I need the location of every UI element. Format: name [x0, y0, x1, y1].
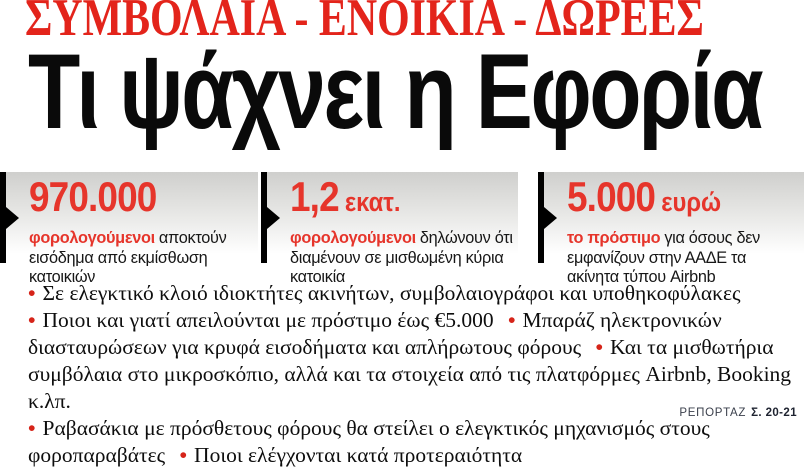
stat-number-value: 1,2	[290, 173, 340, 220]
stat-panel-airbnb-fine: 5.000 ευρώ το πρόστιμο για όσους δεν εμφαν…	[538, 172, 804, 286]
stat-content: 970.000 φορολογούμενοι αποκτούν εισόδημα …	[29, 176, 256, 288]
deck-paragraph: • Σε ελεγκτικό κλοιό ιδιοκτήτες ακινήτων,…	[28, 280, 798, 307]
stat-number: 970.000	[29, 176, 229, 226]
bullet-icon: •	[28, 308, 36, 332]
stat-number-unit: ευρώ	[661, 187, 722, 217]
deck-text: Ποιοι και γιατί απειλούνται με πρόστιμο …	[42, 308, 499, 332]
report-pages: Σ. 20-21	[751, 407, 797, 419]
deck-text: Και τα μισθωτήρια συμβόλαια στο μικροσκό…	[28, 335, 792, 413]
stat-panel-taxpayers-rent-income: 970.000 φορολογούμενοι αποκτούν εισόδημα …	[0, 172, 258, 286]
stat-rest-text: δηλώνουν ότι διαμένουν σε μισθωμένη κύρι…	[290, 229, 513, 286]
stat-band: 970.000 φορολογούμενοι αποκτούν εισόδημα …	[0, 172, 804, 286]
arrow-right-icon	[544, 207, 557, 229]
stat-description: το πρόστιμο για όσους δεν εμφανίζουν στην…	[567, 229, 802, 288]
stat-number-value: 970.000	[29, 173, 157, 220]
deck-text: Ποιοι ελέγχονται κατά προτεραιότητα	[194, 443, 523, 467]
report-label: ΡΕΠΟΡΤΑΖ	[679, 407, 747, 419]
report-reference: ΡΕΠΟΡΤΑΖ Σ. 20-21	[679, 407, 797, 419]
deck-text: Σε ελεγκτικό κλοιό ιδιοκτήτες ακινήτων, …	[42, 281, 741, 305]
kicker-headline: ΣΥΜΒΟΛΑΙΑ - ΕΝΟΙΚΙΑ - ΔΩΡΕΕΣ	[25, 0, 704, 47]
stat-lead-word: το πρόστιμο	[567, 229, 661, 247]
bullet-icon: •	[595, 335, 604, 359]
stat-number-unit: εκατ.	[344, 187, 401, 217]
panel-edge-bar	[0, 172, 6, 263]
stat-content: 5.000 ευρώ το πρόστιμο για όσους δεν εμφαν…	[567, 176, 802, 288]
bullet-icon: •	[28, 416, 36, 440]
stat-content: 1,2 εκατ. φορολογούμενοι δηλώνουν ότι διαμ…	[290, 176, 516, 288]
stat-lead-word: φορολογούμενοι	[29, 229, 155, 247]
main-headline: Τι ψάχνει η Εφορία	[28, 31, 764, 151]
arrow-right-icon	[6, 207, 19, 229]
arrow-right-icon	[267, 207, 280, 229]
stat-rest-text: για όσους δεν εμφανίζουν στην ΑΑΔΕ τα ακ…	[567, 229, 761, 286]
bullet-icon: •	[179, 443, 188, 467]
stat-number: 5.000 ευρώ	[567, 176, 774, 226]
stat-number: 1,2 εκατ.	[290, 176, 489, 226]
stat-description: φορολογούμενοι αποκτούν εισόδημα από εκμί…	[29, 229, 256, 288]
stat-panel-taxpayers-rented-home: 1,2 εκατ. φορολογούμενοι δηλώνουν ότι διαμ…	[261, 172, 518, 286]
deck-summary: • Σε ελεγκτικό κλοιό ιδιοκτήτες ακινήτων,…	[28, 280, 798, 469]
deck-paragraph: • Ποιοι και γιατί απειλούνται με πρόστιμο…	[28, 307, 798, 415]
deck-text: Μπαράζ ηλεκτρονικών διασταυρώσεων για κρ…	[28, 308, 722, 359]
panel-edge-bar	[261, 172, 267, 263]
stat-description: φορολογούμενοι δηλώνουν ότι διαμένουν σε …	[290, 229, 516, 288]
panel-edge-bar	[538, 172, 544, 263]
stat-rest-text: αποκτούν εισόδημα από εκμίσθωση κατοικιώ…	[29, 229, 227, 286]
stat-lead-word: φορολογούμενοι	[290, 229, 416, 247]
stat-number-value: 5.000	[567, 173, 656, 220]
bullet-icon: •	[28, 281, 36, 305]
deck-paragraph: • Ραβασάκια με πρόσθετους φόρους θα στείλ…	[28, 415, 798, 469]
bullet-icon: •	[507, 308, 516, 332]
